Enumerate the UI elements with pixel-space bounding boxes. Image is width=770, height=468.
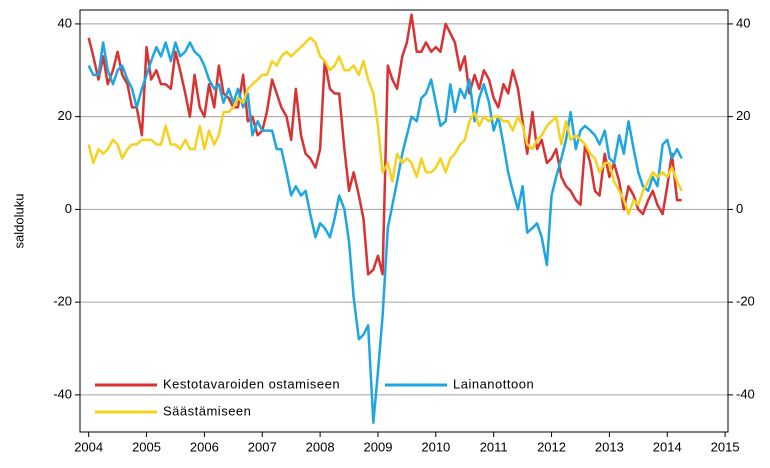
x-tick-label: 2014 [653,439,682,454]
x-tick-label: 2012 [537,439,566,454]
x-tick-label: 2004 [74,439,103,454]
lines [87,13,683,424]
x-tick-label: 2007 [248,439,277,454]
y2-tick-label: 40 [736,15,750,30]
legend-label: Säästämiseen [163,403,251,418]
y2-tick-label: -40 [736,386,755,401]
x-tick-label: 2013 [595,439,624,454]
y-axis-title: saldoluku [11,194,26,249]
x-tick-label: 2005 [132,439,161,454]
y-tick-label: 20 [58,108,72,123]
y-tick-label: 40 [58,15,72,30]
y2-tick-label: 0 [736,201,743,216]
series-line [87,36,683,216]
x-tick-label: 2010 [421,439,450,454]
x-tick-label: 2009 [364,439,393,454]
y2-tick-label: 20 [736,108,750,123]
plot-frame [79,9,729,433]
series-line [87,41,683,424]
x-tick-label: 2006 [190,439,219,454]
y2-tick-label: -20 [736,294,755,309]
y-tick-label: 0 [65,201,72,216]
legend-label: Kestotavaroiden ostamiseen [163,376,340,391]
legend-label: Lainanottoon [453,376,534,391]
x-tick-label: 2015 [711,439,740,454]
x-tick-label: 2008 [306,439,335,454]
y-tick-label: -40 [53,386,72,401]
grid [80,23,728,396]
x-tick-label: 2011 [480,439,508,454]
y-tick-label: -20 [53,294,72,309]
